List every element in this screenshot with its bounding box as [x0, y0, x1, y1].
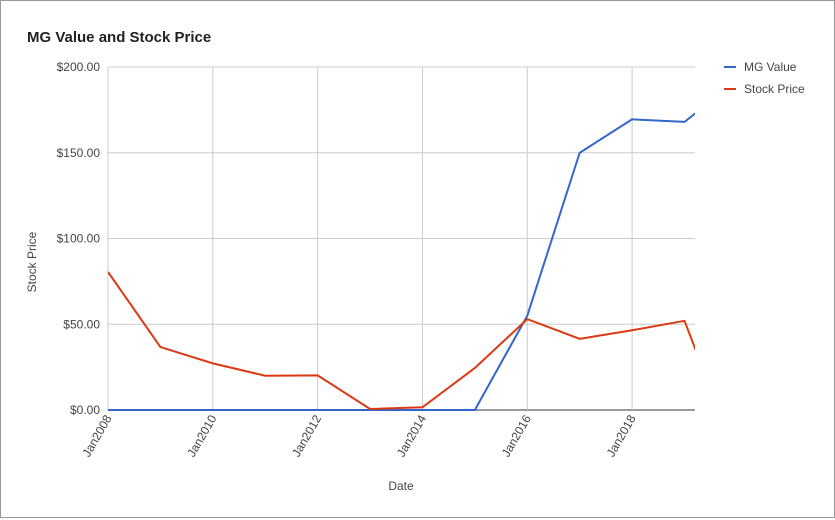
legend-label: MG Value [744, 60, 797, 74]
x-axis-label: Date [388, 479, 414, 493]
chart-title: MG Value and Stock Price [27, 29, 211, 46]
y-tick-label: $100.00 [57, 232, 101, 246]
y-tick-label: $0.00 [70, 403, 100, 417]
series-line [108, 271, 695, 410]
series-line [108, 112, 695, 411]
plot-lines [108, 112, 695, 411]
y-axis-label: Stock Price [25, 231, 39, 292]
y-tick-label: $150.00 [57, 146, 101, 160]
y-tick-label: $200.00 [57, 60, 101, 74]
y-tick-label: $50.00 [63, 317, 100, 331]
legend-label: Stock Price [744, 82, 805, 96]
